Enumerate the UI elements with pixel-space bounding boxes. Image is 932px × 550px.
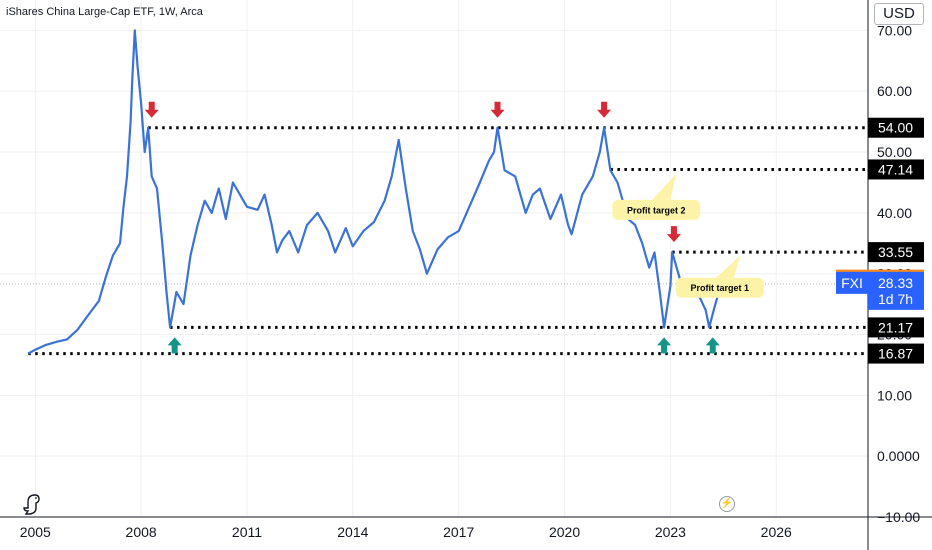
level-tag — [868, 242, 924, 263]
callout-pointer — [652, 173, 677, 200]
annotations: Profit target 2 Profit target 1 — [612, 173, 764, 298]
down-arrow-icon — [144, 101, 159, 118]
up-arrow-icon — [167, 337, 182, 354]
x-tick-label: 2023 — [655, 524, 686, 540]
callout-pointer — [715, 256, 740, 278]
up-arrow-icon — [657, 337, 672, 354]
lightning-icon[interactable]: ⚡ — [719, 496, 735, 512]
currency-button[interactable]: USD — [874, 3, 924, 25]
fxi-tag-value: 28.33 — [878, 275, 913, 291]
dinosaur-icon[interactable] — [22, 493, 44, 517]
fxi-tag-countdown: 1d 7h — [878, 291, 913, 307]
level-lines — [28, 126, 868, 356]
level-tag-label: 47.14 — [878, 161, 913, 177]
x-tick-label: 2014 — [337, 524, 368, 540]
callout-label: Profit target 2 — [627, 205, 686, 215]
level-tag — [868, 343, 924, 364]
x-tick-label: 2017 — [443, 524, 474, 540]
fxi-tag-name-box — [836, 271, 868, 294]
callout-box — [612, 199, 701, 220]
x-tick-label: 2008 — [126, 524, 157, 540]
y-tick-label: 10.00 — [877, 387, 912, 403]
callout-box — [675, 277, 764, 298]
x-tick-label: 2026 — [761, 524, 792, 540]
x-tick-label: 2020 — [549, 524, 580, 540]
level-tag — [868, 317, 924, 338]
price-tags: 54.0047.1433.5521.1716.87Pre28.70FXI28.3… — [836, 117, 924, 364]
level-tag — [868, 159, 924, 180]
level-tag — [868, 117, 924, 138]
down-arrow-icon — [490, 101, 505, 118]
y-tick-label: 50.00 — [877, 144, 912, 160]
y-tick-label: 0.0000 — [877, 448, 920, 464]
arrow-markers — [144, 101, 720, 354]
level-tag-label: 21.17 — [878, 319, 913, 335]
y-tick-label: 40.00 — [877, 205, 912, 221]
down-arrow-icon — [666, 226, 681, 243]
chart-title: iShares China Large-Cap ETF, 1W, Arca — [6, 6, 203, 18]
price-line — [27, 29, 723, 355]
fxi-tag-value-box — [868, 271, 924, 310]
y-tick-label: 70.00 — [877, 22, 912, 38]
up-arrow-icon — [705, 337, 720, 354]
fxi-tag-name: FXI — [841, 275, 863, 291]
x-tick-label: 2011 — [232, 524, 262, 540]
callout-label: Profit target 1 — [691, 283, 750, 293]
y-tick-label: 60.00 — [877, 83, 912, 99]
down-arrow-icon — [597, 101, 612, 118]
level-tag-label: 54.00 — [878, 120, 913, 136]
level-tag-label: 33.55 — [878, 244, 913, 260]
x-tick-label: 2005 — [20, 524, 51, 540]
level-tag-label: 16.87 — [878, 346, 913, 362]
